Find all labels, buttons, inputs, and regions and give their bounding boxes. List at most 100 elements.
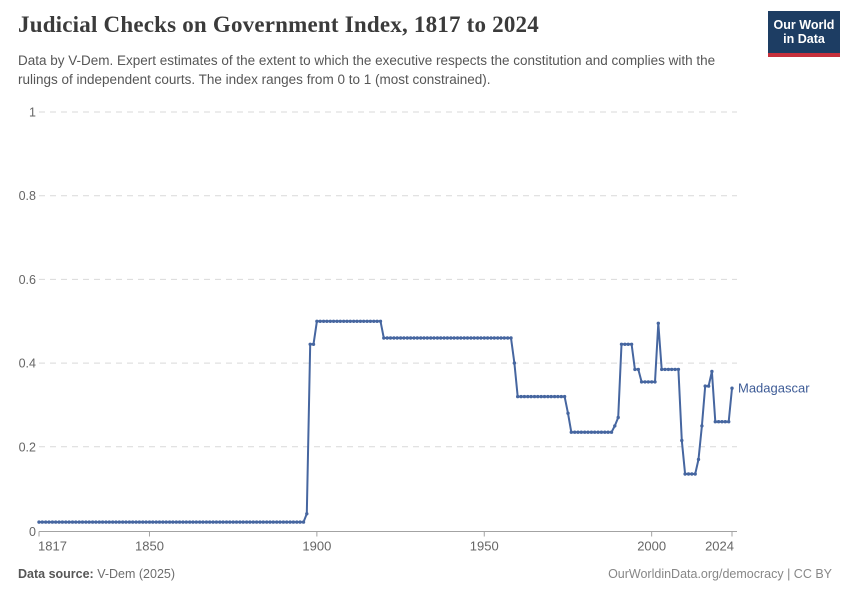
data-point[interactable] xyxy=(683,472,687,476)
data-point[interactable] xyxy=(415,336,419,340)
data-point[interactable] xyxy=(690,472,694,476)
data-point[interactable] xyxy=(549,394,553,399)
data-point[interactable] xyxy=(475,336,480,340)
data-point[interactable] xyxy=(583,430,587,434)
data-point[interactable] xyxy=(556,394,560,399)
data-point[interactable] xyxy=(94,520,98,524)
data-point[interactable] xyxy=(127,520,132,524)
data-point[interactable] xyxy=(532,394,537,399)
data-point[interactable] xyxy=(435,336,440,340)
data-point[interactable] xyxy=(629,342,634,346)
data-point[interactable] xyxy=(335,319,339,323)
data-point[interactable] xyxy=(368,319,373,323)
data-point[interactable] xyxy=(124,520,128,524)
data-point[interactable] xyxy=(509,336,513,340)
data-point[interactable] xyxy=(419,336,423,340)
data-point[interactable] xyxy=(251,520,255,524)
data-point[interactable] xyxy=(562,394,567,399)
data-point[interactable] xyxy=(44,520,48,524)
data-point[interactable] xyxy=(181,520,185,524)
data-point[interactable] xyxy=(258,520,262,524)
data-point[interactable] xyxy=(703,384,707,388)
data-point[interactable] xyxy=(348,319,352,323)
data-point[interactable] xyxy=(325,319,329,323)
data-point[interactable] xyxy=(355,319,359,323)
data-point[interactable] xyxy=(352,319,356,323)
data-point[interactable] xyxy=(342,319,346,323)
data-point[interactable] xyxy=(164,520,168,524)
data-point[interactable] xyxy=(80,520,85,524)
data-point[interactable] xyxy=(392,336,396,340)
data-point[interactable] xyxy=(663,367,667,372)
data-point[interactable] xyxy=(706,384,711,388)
data-point[interactable] xyxy=(218,520,222,524)
credit-link[interactable]: OurWorldinData.org/democracy | CC BY xyxy=(608,567,832,581)
data-point[interactable] xyxy=(710,369,714,374)
data-point[interactable] xyxy=(432,336,436,340)
data-point[interactable] xyxy=(57,520,61,524)
data-point[interactable] xyxy=(529,394,533,399)
data-point[interactable] xyxy=(37,520,41,524)
data-point[interactable] xyxy=(47,520,51,524)
data-point[interactable] xyxy=(104,520,108,524)
data-point[interactable] xyxy=(271,520,275,524)
data-point[interactable] xyxy=(328,319,332,323)
data-point[interactable] xyxy=(157,520,162,524)
data-point[interactable] xyxy=(278,520,282,524)
line-chart[interactable]: 0 0.2 0.4 0.6 0.8 1 1817 1850 1900 1950 2000 2024 Ma… xyxy=(0,0,850,560)
data-point[interactable] xyxy=(311,342,316,346)
data-point[interactable] xyxy=(720,420,724,424)
data-point[interactable] xyxy=(365,319,369,323)
data-point[interactable] xyxy=(144,520,148,524)
data-point[interactable] xyxy=(499,336,503,340)
data-point[interactable] xyxy=(167,520,172,524)
data-point[interactable] xyxy=(713,420,717,424)
data-point[interactable] xyxy=(395,336,399,340)
data-point[interactable] xyxy=(315,319,319,323)
data-point[interactable] xyxy=(331,319,336,323)
data-point[interactable] xyxy=(60,520,65,524)
data-point[interactable] xyxy=(281,520,286,524)
data-point[interactable] xyxy=(385,336,389,340)
data-point[interactable] xyxy=(141,520,145,524)
data-point[interactable] xyxy=(636,367,640,372)
data-point[interactable] xyxy=(358,319,363,323)
data-point[interactable] xyxy=(496,336,500,340)
data-point[interactable] xyxy=(241,520,245,524)
data-point[interactable] xyxy=(161,520,165,524)
data-point[interactable] xyxy=(429,336,433,340)
data-point[interactable] xyxy=(676,367,681,372)
data-point[interactable] xyxy=(492,336,496,340)
data-point[interactable] xyxy=(472,336,476,340)
data-point[interactable] xyxy=(539,394,543,399)
data-point[interactable] xyxy=(455,336,460,340)
data-point[interactable] xyxy=(305,512,309,516)
data-point[interactable] xyxy=(573,430,577,434)
data-point[interactable] xyxy=(84,520,88,524)
data-point[interactable] xyxy=(552,394,557,399)
data-point[interactable] xyxy=(100,520,105,524)
data-point[interactable] xyxy=(569,430,573,434)
data-point[interactable] xyxy=(208,520,212,524)
data-point[interactable] xyxy=(70,520,75,524)
data-point[interactable] xyxy=(506,336,510,340)
data-point[interactable] xyxy=(121,520,125,524)
data-point[interactable] xyxy=(516,394,520,399)
data-point[interactable] xyxy=(107,520,112,524)
data-point[interactable] xyxy=(730,386,734,390)
data-point[interactable] xyxy=(254,520,259,524)
data-point[interactable] xyxy=(723,420,727,424)
data-point[interactable] xyxy=(372,319,376,323)
data-point[interactable] xyxy=(408,336,413,340)
data-point[interactable] xyxy=(445,336,450,340)
data-point[interactable] xyxy=(405,336,409,340)
data-point[interactable] xyxy=(639,380,644,384)
data-point[interactable] xyxy=(184,520,188,524)
data-point[interactable] xyxy=(593,430,597,434)
data-point[interactable] xyxy=(566,411,570,415)
data-point[interactable] xyxy=(542,394,547,399)
data-point[interactable] xyxy=(298,520,302,524)
data-point[interactable] xyxy=(87,520,91,524)
data-point[interactable] xyxy=(318,319,322,323)
data-point[interactable] xyxy=(619,342,624,346)
